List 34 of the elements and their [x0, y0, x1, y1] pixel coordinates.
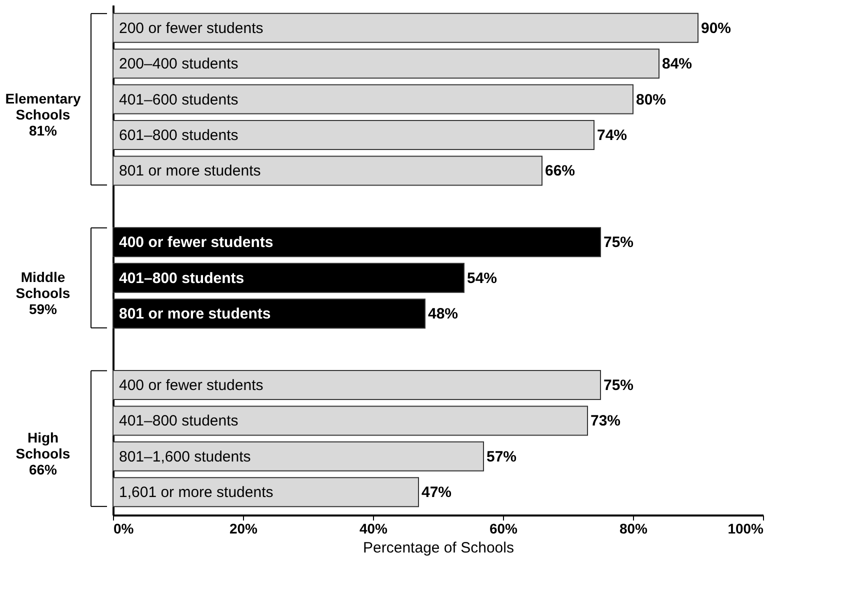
data-label: 73% [590, 412, 621, 430]
data-label: 75% [604, 234, 634, 252]
text: Elementary Schools 81% [5, 90, 81, 138]
data-label: 80% [636, 91, 666, 108]
y-tick-label: 601–800 students [119, 127, 238, 144]
x-tick-label: 80% [619, 520, 648, 536]
x-tick-label: 40% [359, 520, 388, 536]
text: Middle Schools 59% [16, 268, 70, 317]
y-tick-label: 801 or more students [119, 162, 261, 180]
x-tick-label: 100% [728, 520, 764, 536]
x-tick-label: 0% [114, 520, 134, 536]
y-tick-label: 400 or fewer students [119, 234, 274, 252]
x-tick-label: 20% [229, 520, 258, 536]
data-label: 74% [597, 127, 628, 144]
y-tick-label: 200–400 students [119, 56, 238, 73]
x-tick-label: 60% [489, 520, 518, 536]
data-label: 75% [604, 377, 634, 394]
y-tick-label: 400 or fewer students [119, 377, 264, 394]
data-label: 47% [422, 484, 452, 502]
y-tick-label: 401–600 students [119, 91, 238, 108]
y-tick-label: 801 or more students [119, 306, 271, 323]
y-tick-label: 200 or fewer students [119, 20, 264, 37]
y-tick-label: 1,601 or more students [119, 484, 274, 502]
data-label: 66% [545, 162, 576, 180]
y-tick-label: 401–800 students [119, 412, 238, 430]
data-label: 84% [662, 56, 692, 73]
text: High Schools 66% [16, 430, 70, 478]
data-label: 90% [701, 20, 732, 37]
y-tick-label: 801–1,600 students [119, 448, 251, 466]
data-label: 57% [486, 448, 517, 466]
data-label: 48% [428, 306, 458, 323]
y-tick-label: 401–800 students [119, 270, 244, 287]
x-axis-title: Percentage of Schools [363, 540, 514, 556]
data-label: 54% [467, 270, 498, 287]
